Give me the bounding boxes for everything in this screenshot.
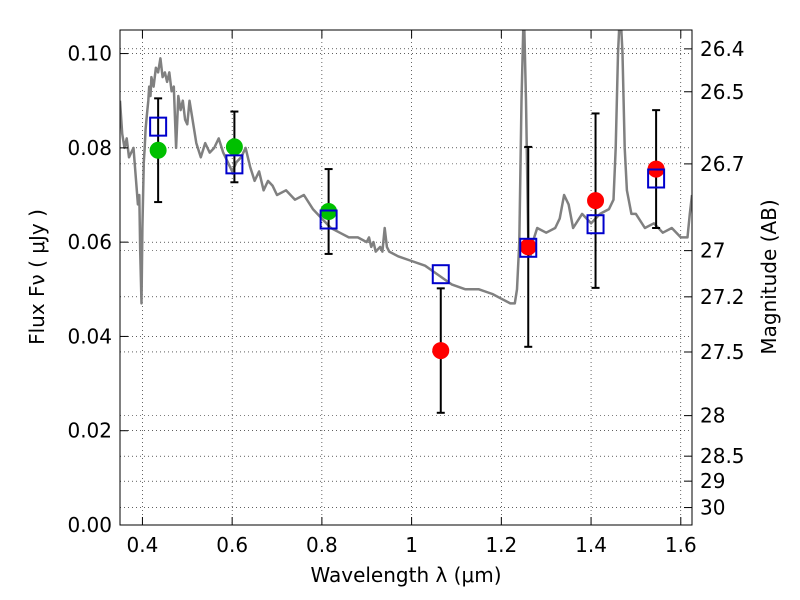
y-tick-label: 0.10 — [67, 42, 112, 66]
data-point — [587, 192, 605, 210]
model-point — [225, 154, 244, 175]
model-point — [586, 214, 605, 235]
spectrum-line — [120, 30, 692, 305]
x-axis-label: Wavelength λ (μm) — [310, 563, 501, 587]
magnitude-tick-label: 26.7 — [700, 152, 745, 176]
data-point — [519, 238, 537, 256]
magnitude-tick-label: 27 — [700, 239, 725, 263]
y-tick-label: 0.04 — [67, 324, 112, 348]
magnitude-tick-label: 28.5 — [700, 444, 745, 468]
x-tick-label: 1 — [405, 533, 418, 557]
data-markers — [149, 116, 666, 360]
model-point — [319, 209, 338, 230]
y-axis-ticks: 0.00 0.02 0.04 0.06 0.08 0.10 — [67, 42, 128, 537]
model-point — [519, 237, 538, 258]
model-point — [431, 264, 450, 285]
data-point — [149, 141, 167, 159]
magnitude-axis-ticks: 26.4 26.5 26.7 27 27.2 27.5 28 28.529 30 — [684, 37, 745, 520]
y-tick-label: 0.02 — [67, 419, 112, 443]
magnitude-tick-label: 28 — [700, 404, 725, 428]
x-tick-label: 0.4 — [127, 533, 159, 557]
y-axis-label: Flux Fν ( μJy ) — [25, 209, 49, 345]
x-tick-label: 0.8 — [306, 533, 338, 557]
magnitude-axis-label: Magnitude (AB) — [757, 199, 781, 354]
x-tick-label: 0.6 — [216, 533, 248, 557]
x-tick-label: 1.6 — [665, 533, 697, 557]
x-axis-ticks: 0.4 0.6 0.8 1 1.2 1.4 1.6 — [127, 30, 697, 557]
y-tick-label: 0.00 — [67, 513, 112, 537]
model-point — [647, 168, 666, 189]
data-point — [432, 342, 450, 360]
model-point — [149, 116, 168, 137]
magnitude-tick-label: 27.2 — [700, 285, 745, 309]
x-tick-label: 1.2 — [485, 533, 517, 557]
magnitude-grid — [120, 48, 692, 508]
magnitude-tick-label: 29 — [700, 469, 725, 493]
y-tick-label: 0.06 — [67, 230, 112, 254]
x-tick-label: 1.4 — [575, 533, 607, 557]
magnitude-tick-label: 27.5 — [700, 340, 745, 364]
plot-frame — [119, 29, 693, 526]
y-tick-label: 0.08 — [67, 136, 112, 160]
plot-background — [120, 30, 692, 525]
model-spectrum — [120, 30, 692, 305]
magnitude-tick-label: 30 — [700, 496, 725, 520]
magnitude-tick-label: 26.4 — [700, 37, 745, 61]
data-point — [225, 138, 243, 156]
magnitude-tick-label: 26.5 — [700, 80, 745, 104]
